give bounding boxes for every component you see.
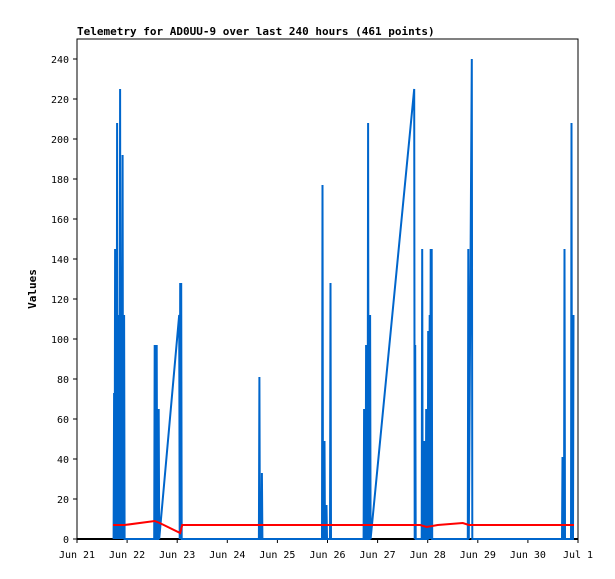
x-tick-label: Jun 21 [59, 550, 95, 561]
x-tick-label: Jul 1 [563, 550, 593, 561]
y-tick-label: 120 [51, 295, 69, 306]
y-tick-label: 60 [57, 415, 69, 426]
y-tick-label: 160 [51, 215, 69, 226]
y-tick-label: 140 [51, 255, 69, 266]
plot-frame [76, 38, 579, 540]
x-tick-label: Jun 23 [159, 550, 195, 561]
y-tick-label: 0 [63, 535, 69, 546]
y-tick-label: 100 [51, 335, 69, 346]
y-axis-label: Values [26, 269, 39, 309]
chart-title: Telemetry for AD0UU-9 over last 240 hour… [77, 25, 435, 38]
y-tick-label: 200 [51, 135, 69, 146]
plot-area: 0 20 40 60 80 100 120 140 160 180 200 220 240 Jun 21 J… [51, 38, 593, 561]
y-tick-label: 180 [51, 175, 69, 186]
x-tick-label: Jun 24 [209, 550, 245, 561]
x-tick-label: Jun 26 [309, 550, 345, 561]
series-line-1 [112, 58, 575, 540]
y-tick-label: 40 [57, 455, 69, 466]
y-tick-label: 80 [57, 375, 69, 386]
x-tick-label: Jun 29 [460, 550, 496, 561]
x-tick-label: Jun 22 [109, 550, 145, 561]
x-tick-label: Jun 25 [259, 550, 295, 561]
y-tick-label: 240 [51, 55, 69, 66]
y-tick-label: 20 [57, 495, 69, 506]
x-tick-label: Jun 30 [510, 550, 546, 561]
series-line-2 [113, 519, 574, 535]
x-tick-label: Jun 28 [410, 550, 446, 561]
x-tick-label: Jun 27 [360, 550, 396, 561]
y-tick-label: 220 [51, 95, 69, 106]
